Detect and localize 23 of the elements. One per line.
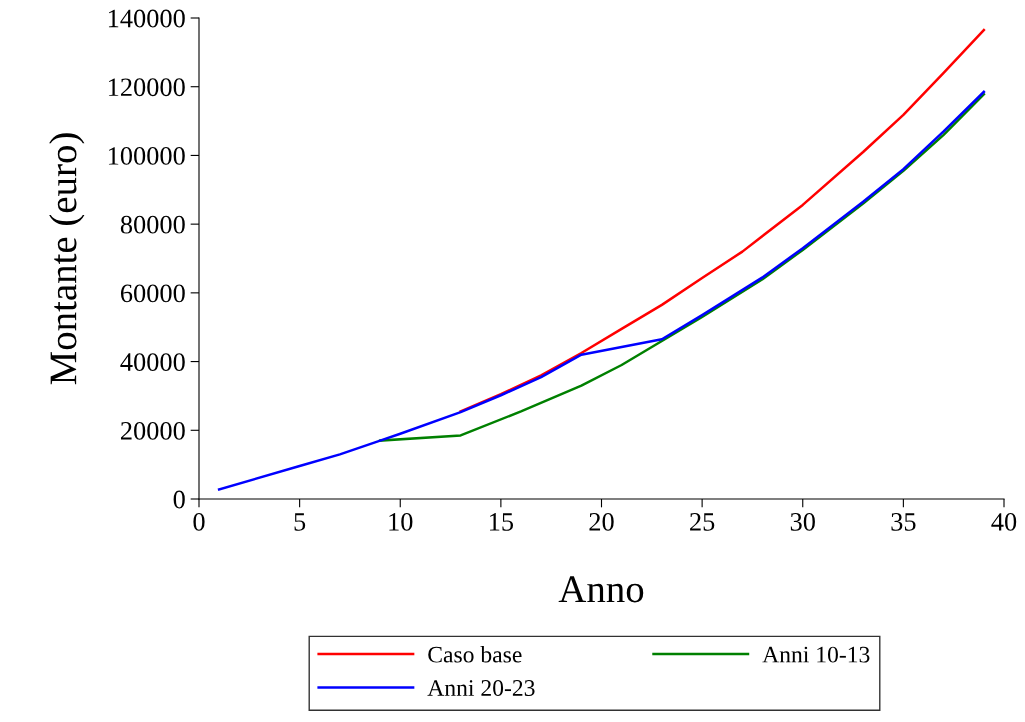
x-tick-label: 40 — [991, 512, 1017, 531]
y-tick-label: 20000 — [120, 421, 185, 440]
y-tick-label: 40000 — [120, 353, 185, 371]
x-tick-label: 25 — [690, 513, 715, 531]
x-tick-label: 20 — [589, 512, 614, 531]
y-tick-label: 0 — [173, 490, 185, 509]
y-tick-label: 60000 — [120, 284, 185, 303]
x-tick-label: 35 — [891, 513, 916, 531]
line-series — [217, 90, 986, 491]
x-tick-label: 5 — [294, 513, 306, 531]
y-tick-label: 100000 — [108, 147, 185, 165]
legend-label: Anni 20-23 — [427, 680, 535, 696]
y-axis-title: Montante (euro) — [49, 133, 85, 385]
y-tick-label: 140000 — [108, 9, 185, 28]
legend-label: Caso base — [428, 645, 522, 663]
x-tick-label: 10 — [389, 512, 413, 531]
y-tick-label: 120000 — [108, 78, 185, 97]
legend-label: Anni 10-13 — [762, 646, 870, 663]
y-tick-label: 80000 — [120, 215, 185, 234]
x-tick-label: 0 — [193, 512, 205, 531]
x-axis-title: Anno — [558, 576, 644, 603]
x-tick-label: 30 — [790, 512, 815, 531]
x-tick-label: 15 — [490, 513, 514, 531]
